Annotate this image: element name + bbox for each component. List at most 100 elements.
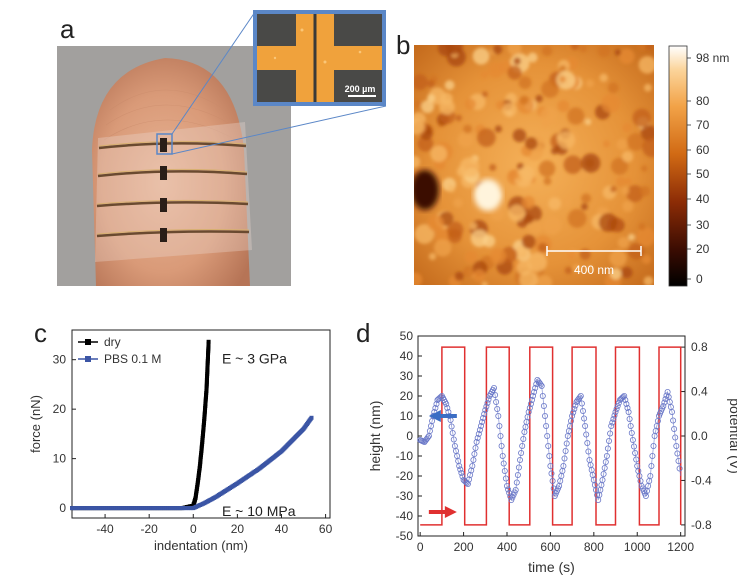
- data-point: [583, 431, 590, 438]
- annotation-stiff: E ~ 3 GPa: [222, 351, 287, 367]
- data-point: [604, 445, 611, 452]
- series-pbs: [70, 415, 314, 511]
- plot-frame: [71, 329, 331, 519]
- series-potential: [420, 346, 682, 526]
- colorbar-tick-label: 40: [696, 192, 710, 206]
- data-point: [540, 402, 547, 409]
- data-point: [572, 402, 579, 409]
- data-point: [608, 422, 615, 429]
- colorbar-tick-label: 60: [696, 143, 710, 157]
- data-point: [542, 412, 549, 419]
- data-point: [539, 392, 546, 399]
- legend-label: PBS 0.1 M: [104, 352, 161, 366]
- zoom-region-box: [156, 133, 173, 155]
- data-point: [625, 408, 632, 415]
- data-point: [458, 469, 465, 476]
- x-tick-label: 60: [319, 522, 333, 536]
- data-point: [514, 471, 521, 478]
- colorbar-tick-label: 70: [696, 118, 710, 132]
- data-point: [309, 415, 314, 420]
- x-tick-label: 20: [231, 522, 245, 536]
- data-point: [526, 404, 533, 411]
- inset-scale-bar-label: 200 µm: [345, 84, 376, 94]
- data-point: [473, 438, 480, 445]
- data-point: [443, 400, 450, 407]
- data-point: [492, 391, 499, 398]
- data-point: [493, 398, 500, 405]
- data-point: [647, 472, 654, 479]
- x-tick-label: 800: [584, 540, 604, 554]
- data-point: [548, 470, 555, 477]
- data-point: [577, 392, 584, 399]
- data-point: [450, 436, 457, 443]
- data-point: [626, 415, 633, 422]
- y-tick-label: -50: [396, 529, 414, 543]
- data-point: [499, 452, 506, 459]
- data-point: [560, 462, 567, 469]
- data-point: [582, 422, 589, 429]
- data-point: [206, 339, 211, 344]
- data-point: [613, 405, 620, 412]
- data-point: [576, 394, 583, 401]
- data-point: [675, 457, 682, 464]
- data-point: [480, 414, 487, 421]
- x-tick-label: 0: [417, 540, 424, 554]
- data-point: [532, 384, 539, 391]
- electrode-inset: [253, 10, 386, 106]
- data-point: [467, 471, 474, 478]
- y-tick-label: -30: [396, 489, 414, 503]
- data-point: [649, 452, 656, 459]
- data-point: [585, 448, 592, 455]
- data-point: [538, 382, 545, 389]
- data-point: [660, 402, 667, 409]
- data-point: [569, 412, 576, 419]
- y-tick-label: 40: [400, 349, 414, 363]
- y-tick-label: -40: [396, 509, 414, 523]
- zoom-connector-bottom: [171, 105, 387, 155]
- colorbar-tick-label: 80: [696, 94, 710, 108]
- data-point: [623, 400, 630, 407]
- data-point: [503, 482, 510, 489]
- data-point: [498, 442, 505, 449]
- panel-letter-b: b: [396, 30, 411, 60]
- data-point: [602, 458, 609, 465]
- colorbar-tick-label: 20: [696, 242, 710, 256]
- data-point: [481, 410, 488, 417]
- data-point: [485, 396, 492, 403]
- data-point: [629, 436, 636, 443]
- series-height: [417, 376, 683, 503]
- data-point: [525, 408, 532, 415]
- data-point: [676, 465, 683, 472]
- y-axis-label: height (nm): [367, 401, 383, 472]
- data-point: [544, 432, 551, 439]
- data-point: [536, 379, 543, 386]
- data-point: [490, 384, 497, 391]
- data-point: [476, 426, 483, 433]
- y-axis-label: force (nN): [28, 395, 43, 453]
- data-point: [502, 475, 509, 482]
- panel-letter-a: a: [60, 14, 75, 44]
- y-tick-label: 0: [406, 429, 413, 443]
- chart-force-indentation: -40 -20 0 20 40 60 0 10 20 30 indentation (nm) forc…: [28, 329, 333, 553]
- y-tick-label: -10: [396, 449, 414, 463]
- afm-image: [414, 45, 654, 285]
- data-point: [484, 399, 491, 406]
- data-point: [449, 429, 456, 436]
- data-point: [444, 404, 451, 411]
- data-point: [622, 396, 629, 403]
- data-point: [601, 464, 608, 471]
- data-point: [543, 422, 550, 429]
- data-point: [614, 402, 621, 409]
- data-point: [483, 403, 490, 410]
- x-tick-label: 400: [497, 540, 517, 554]
- plot-frame: [417, 335, 686, 537]
- data-point: [456, 462, 463, 469]
- colorbar-tick-label: 98 nm: [696, 51, 729, 65]
- data-point: [611, 412, 618, 419]
- data-point: [472, 444, 479, 451]
- data-point: [545, 442, 552, 449]
- data-point: [531, 388, 538, 395]
- colorbar-tick-label: 50: [696, 167, 710, 181]
- data-point: [632, 449, 639, 456]
